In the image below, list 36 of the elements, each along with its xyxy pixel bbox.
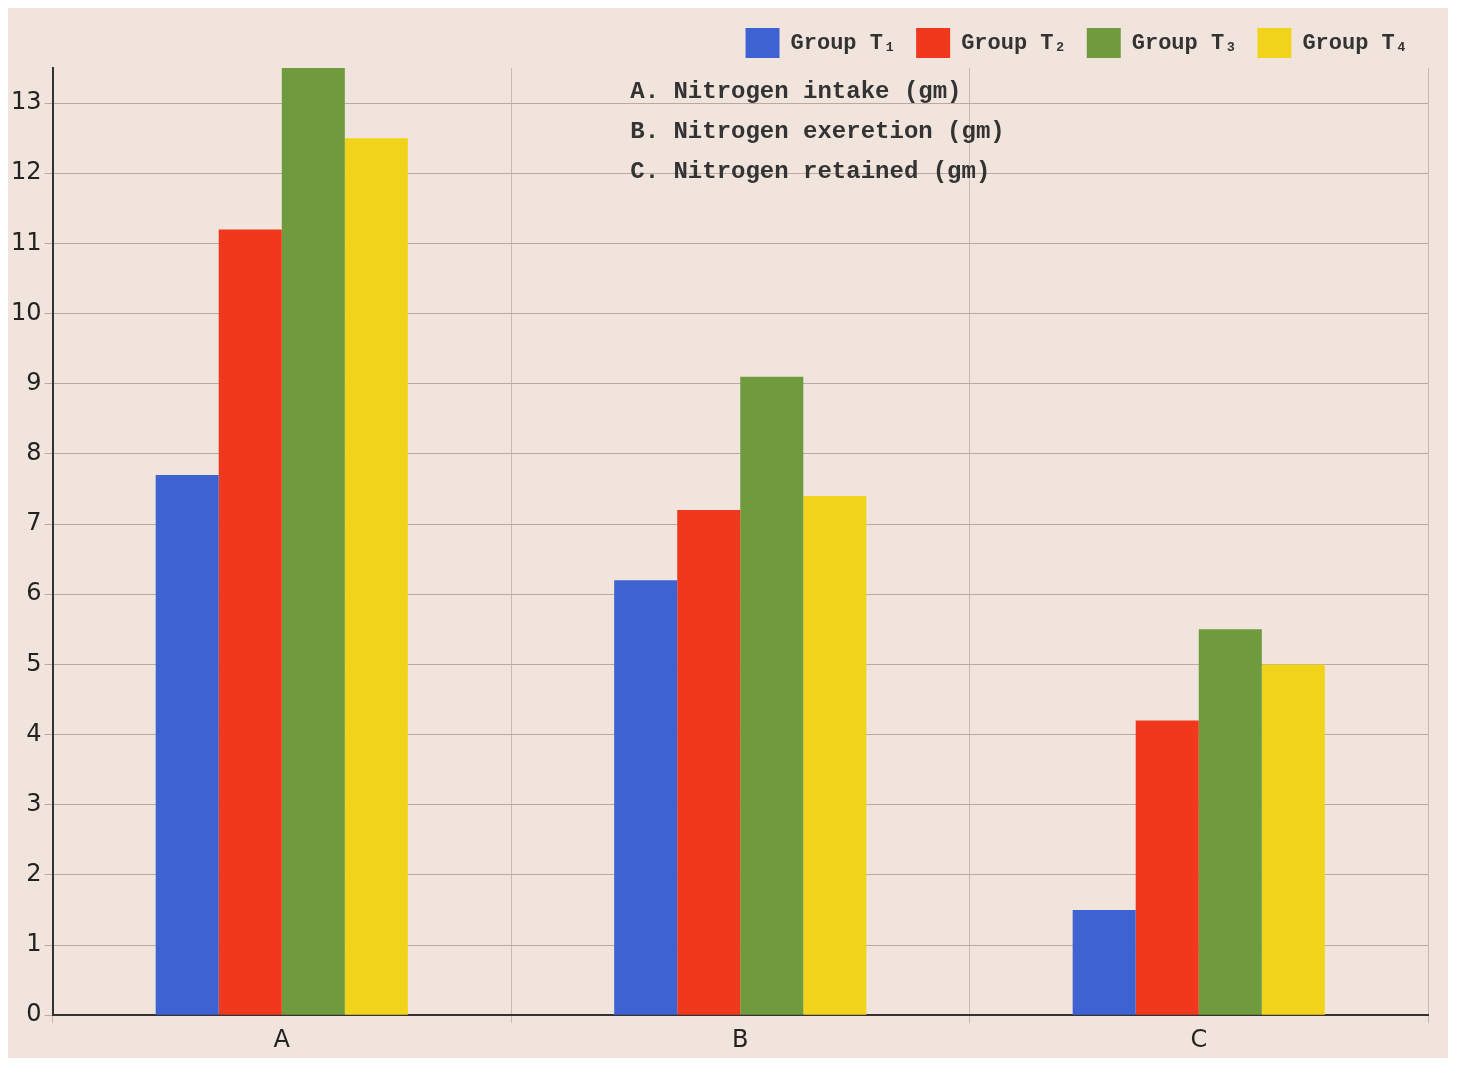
y-tick-label: 3 [26, 788, 42, 817]
x-tick-label: C [1190, 1024, 1208, 1053]
x-tick-label: A [273, 1024, 291, 1053]
y-tick-label: 2 [26, 859, 42, 888]
legend-label: Group T₃ [1131, 30, 1238, 56]
y-tick-label: 9 [26, 367, 42, 396]
bar [1261, 664, 1325, 1015]
y-tick-label: 7 [26, 508, 42, 537]
x-tick-label: B [732, 1024, 749, 1053]
y-tick-label: 0 [26, 999, 42, 1028]
bar [155, 474, 219, 1015]
bar [677, 510, 741, 1015]
y-tick-label: 10 [10, 297, 42, 326]
bar [344, 138, 408, 1015]
bar [1135, 720, 1199, 1015]
annotation: C. Nitrogen retained (gm) [630, 158, 991, 186]
bar [803, 495, 867, 1015]
annotation: A. Nitrogen intake (gm) [630, 78, 962, 106]
y-tick-label: 5 [26, 648, 42, 677]
bar [614, 580, 678, 1015]
legend-label: Group T₂ [961, 30, 1067, 56]
y-tick-label: 6 [26, 578, 42, 607]
legend-label: Group T₄ [1302, 30, 1409, 56]
legend-label: Group T₁ [790, 30, 897, 56]
y-tick-label: 8 [26, 438, 42, 467]
y-tick-label: 11 [10, 227, 42, 256]
bar [1198, 629, 1262, 1015]
bar [1072, 909, 1136, 1015]
bar [281, 68, 345, 1015]
bar [218, 229, 282, 1015]
y-tick-label: 4 [26, 718, 42, 747]
y-tick-label: 13 [10, 87, 42, 116]
y-tick-label: 1 [26, 929, 42, 958]
y-tick-label: 12 [10, 157, 42, 186]
bar [740, 376, 804, 1015]
annotation: B. Nitrogen exeretion (gm) [630, 118, 1005, 146]
